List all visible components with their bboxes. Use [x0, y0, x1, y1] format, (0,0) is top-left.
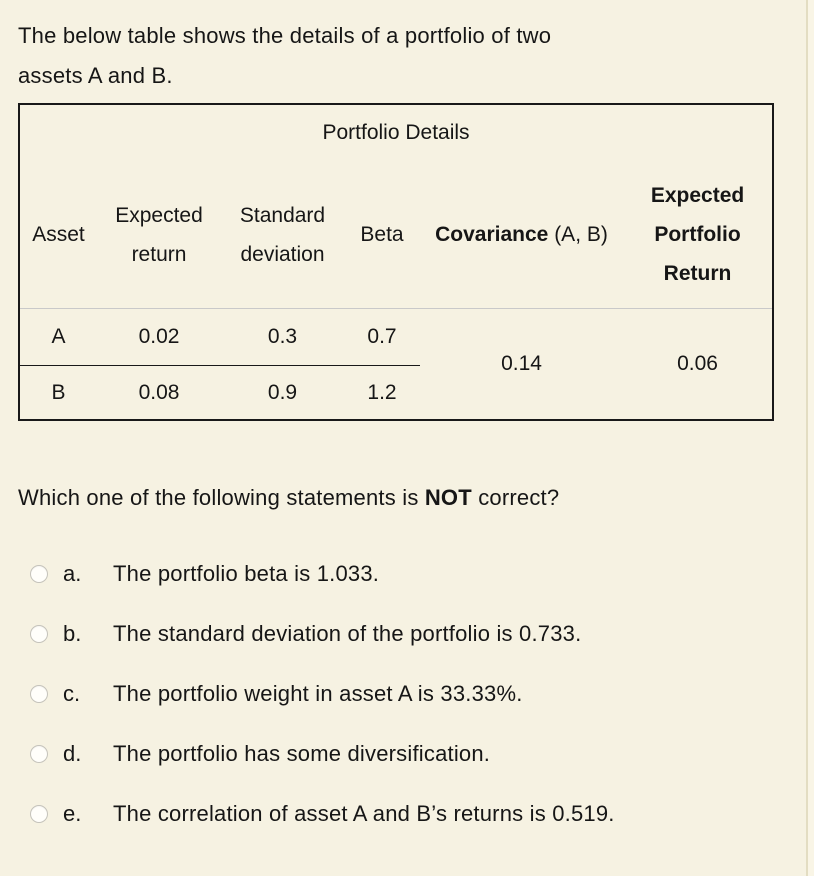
- option-letter-b: b.: [63, 621, 82, 646]
- cell-asset-a: A: [19, 308, 97, 366]
- cell-beta-a: 0.7: [344, 308, 420, 366]
- col-header-beta: Beta: [344, 161, 420, 309]
- option-row-c[interactable]: c. The portfolio weight in asset A is 33…: [18, 664, 772, 724]
- cell-asset-b: B: [51, 380, 66, 404]
- question-content: The below table shows the details of a p…: [18, 16, 775, 844]
- options-list: a. The portfolio beta is 1.033. b. The s…: [18, 544, 772, 844]
- col-header-expected-portfolio-return: Expected Portfolio Return: [623, 161, 774, 309]
- radio-button-b[interactable]: [30, 625, 48, 643]
- question-text: Which one of the following statements is…: [18, 483, 772, 513]
- cell-expected-portfolio-return-value: 0.06: [677, 352, 718, 375]
- intro-text: The below table shows the details of a p…: [18, 16, 772, 96]
- option-row-e[interactable]: e. The correlation of asset A and B’s re…: [18, 784, 772, 844]
- cell-standard-deviation-a: 0.3: [221, 308, 344, 366]
- option-text-e: The correlation of asset A and B’s retur…: [113, 801, 615, 826]
- cell-beta-b: 1.2: [367, 380, 397, 404]
- radio-button-d[interactable]: [30, 745, 48, 763]
- option-text-b: The standard deviation of the portfolio …: [113, 621, 582, 646]
- radio-button-a[interactable]: [30, 565, 48, 583]
- table-title: Portfolio Details: [322, 121, 470, 144]
- covariance-label-bold: Covariance: [435, 223, 549, 246]
- page-edge-strip: [806, 0, 814, 876]
- option-letter-d: d.: [63, 741, 82, 766]
- col-header-covariance: Covariance (A, B): [420, 161, 623, 309]
- cell-expected-return-a: 0.02: [97, 308, 221, 366]
- option-letter-e: e.: [63, 801, 82, 826]
- cell-expected-return-b: 0.08: [138, 380, 180, 404]
- option-row-d[interactable]: d. The portfolio has some diversificatio…: [18, 724, 772, 784]
- question-suffix: correct?: [471, 485, 560, 510]
- intro-line-1: The below table shows the details of a p…: [18, 23, 552, 48]
- question-prefix: Which one of the following statements is: [18, 485, 425, 510]
- radio-button-c[interactable]: [30, 685, 48, 703]
- col-header-expected-return: Expected return: [97, 161, 221, 309]
- option-text-c: The portfolio weight in asset A is 33.33…: [113, 681, 523, 706]
- col-header-standard-deviation: Standard deviation: [221, 161, 344, 309]
- option-text-d: The portfolio has some diversification.: [113, 741, 491, 766]
- option-letter-c: c.: [63, 681, 81, 706]
- cell-covariance-value: 0.14: [501, 352, 542, 375]
- question-not-emphasis: NOT: [424, 485, 472, 510]
- radio-button-e[interactable]: [30, 805, 48, 823]
- option-row-b[interactable]: b. The standard deviation of the portfol…: [18, 604, 772, 664]
- option-row-a[interactable]: a. The portfolio beta is 1.033.: [18, 544, 772, 604]
- intro-line-2: assets A and B.: [18, 63, 173, 88]
- covariance-label-rest: (A, B): [548, 223, 608, 246]
- cell-standard-deviation-b: 0.9: [267, 380, 298, 404]
- option-letter-a: a.: [63, 561, 82, 586]
- col-header-asset: Asset: [19, 161, 97, 309]
- portfolio-details-table: Portfolio Details Asset Expected return …: [18, 103, 775, 421]
- option-text-a: The portfolio beta is 1.033.: [113, 561, 380, 586]
